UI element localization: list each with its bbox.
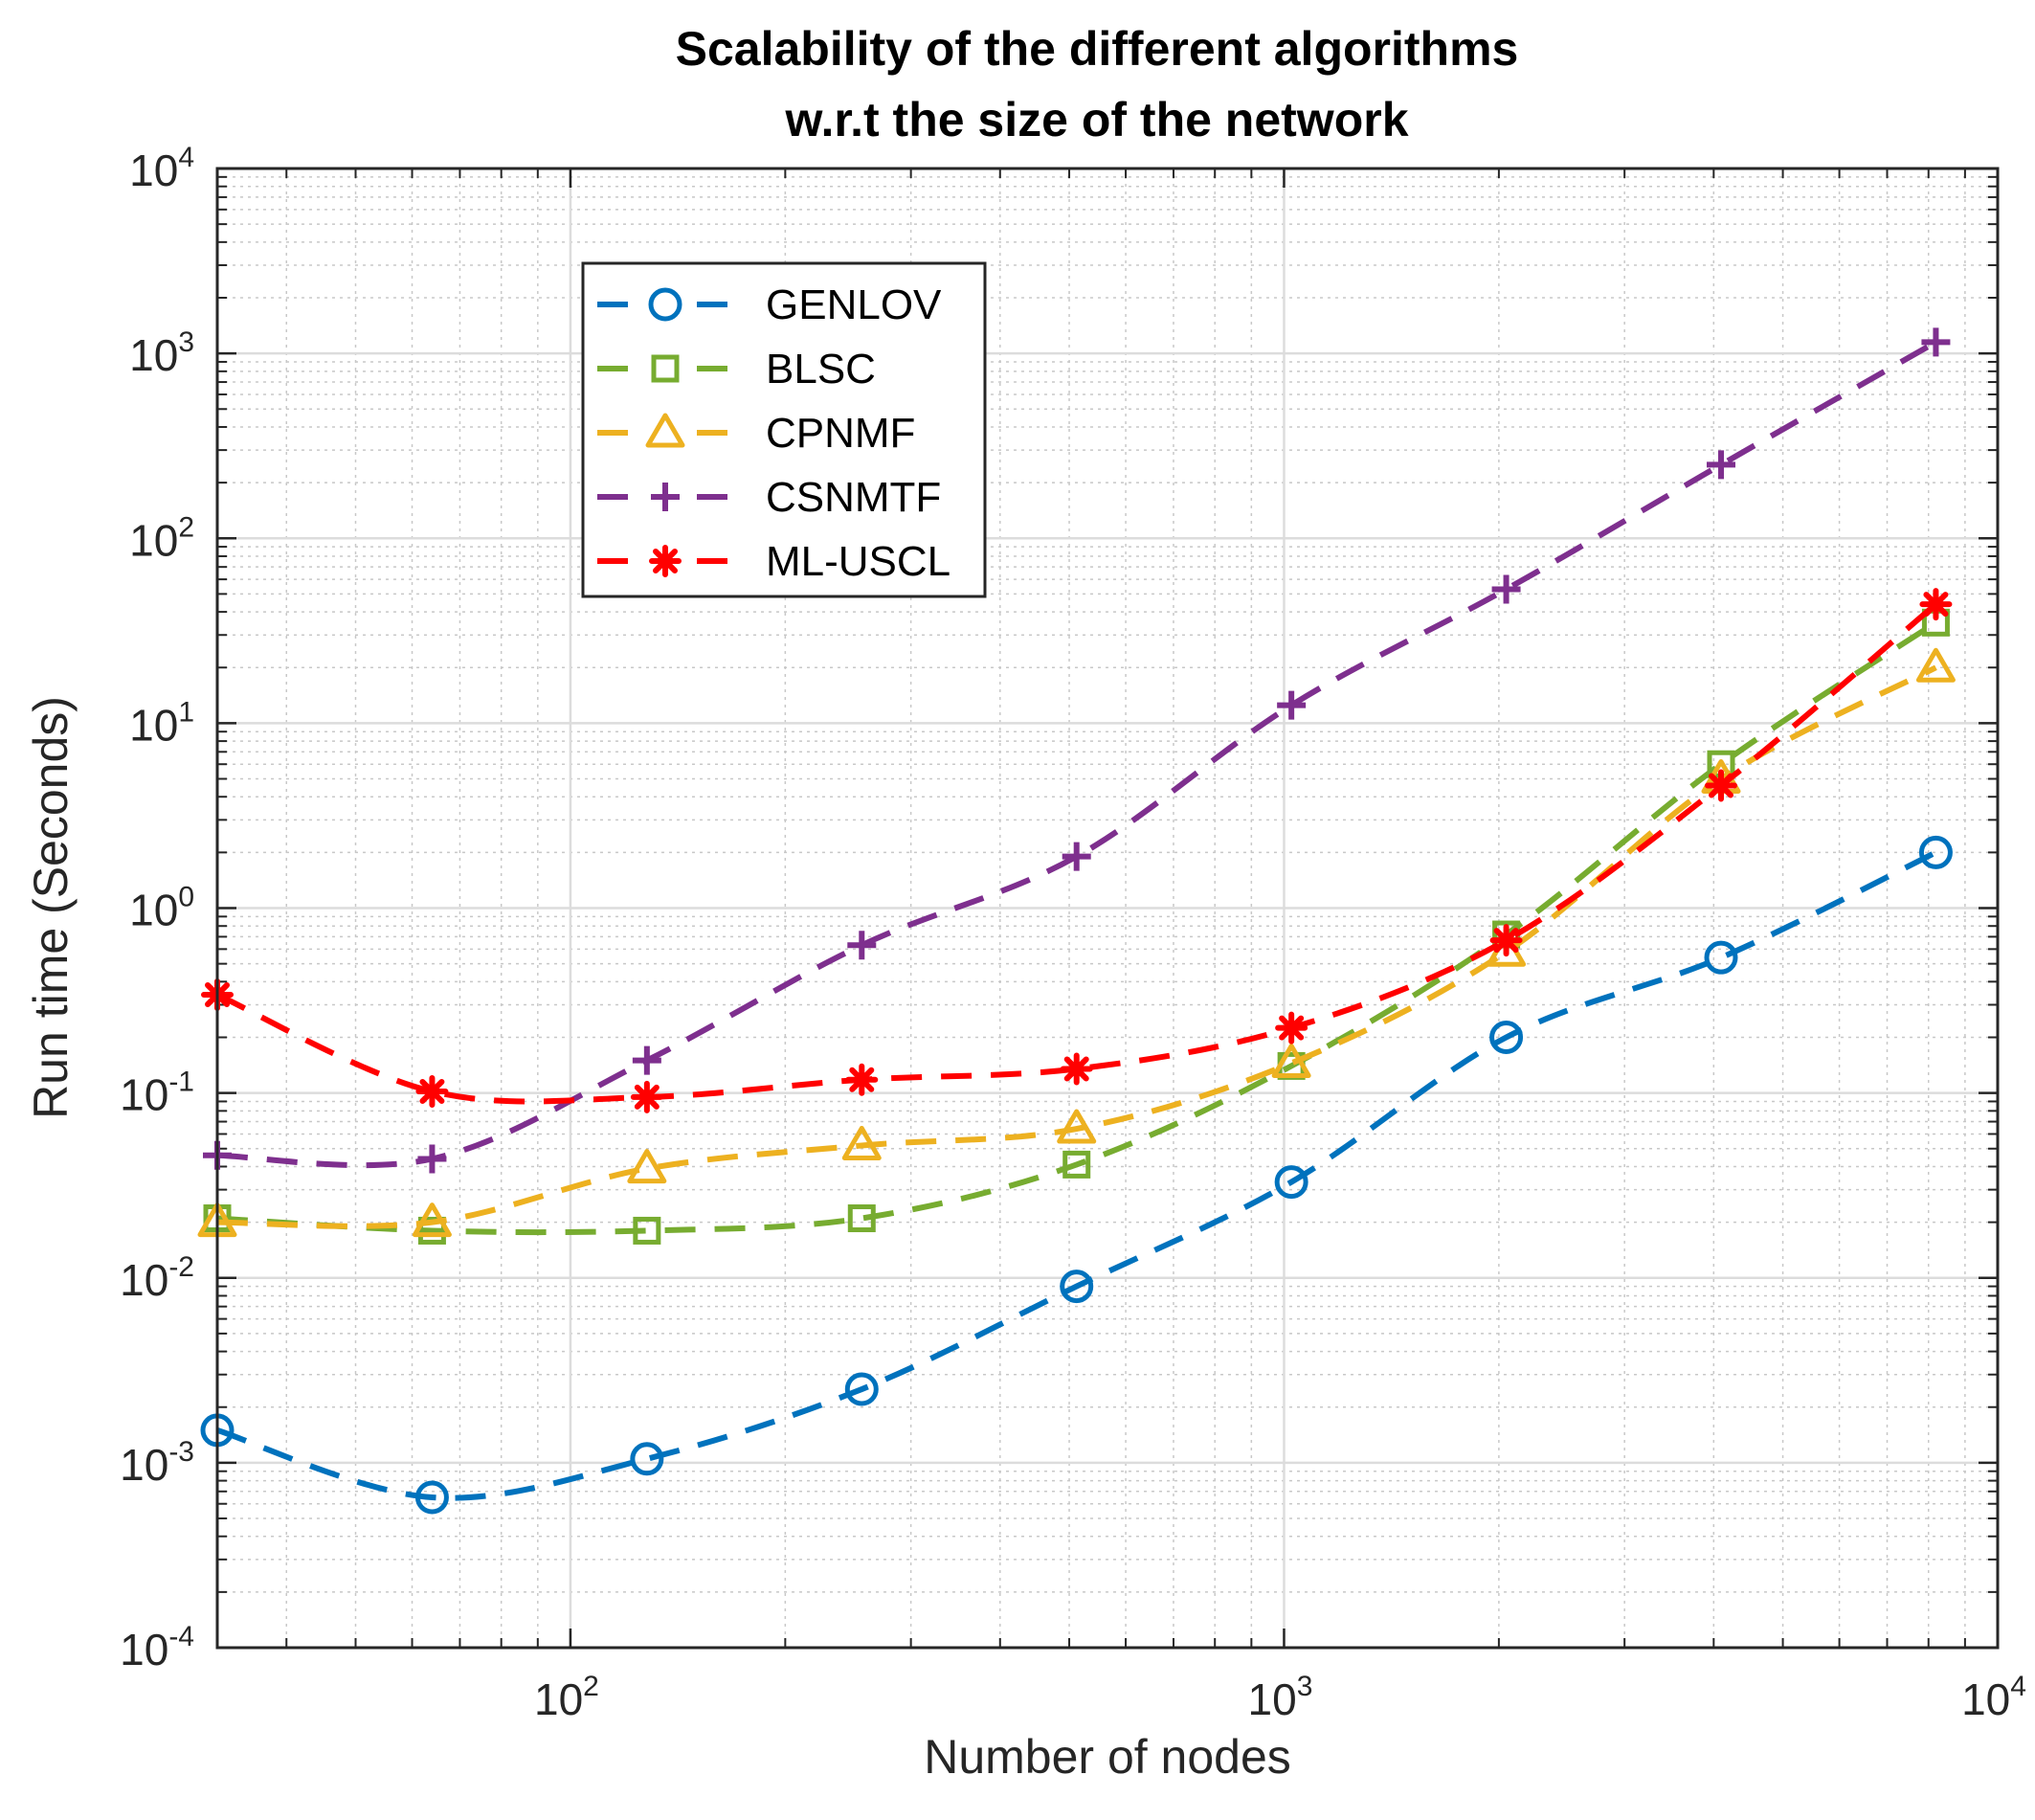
data-point xyxy=(1277,690,1307,720)
y-tick-label: 10-3 xyxy=(120,1436,194,1490)
data-point xyxy=(630,1442,664,1476)
series xyxy=(197,327,1956,1515)
x-tick-label: 102 xyxy=(534,1671,599,1724)
legend-entry-ml-uscl: ML-USCL xyxy=(597,538,950,585)
legend-marker-bg xyxy=(641,348,689,390)
legend-marker xyxy=(649,545,682,577)
legend-marker xyxy=(651,483,680,511)
legend-entry-genlov: GENLOV xyxy=(597,281,942,328)
data-point xyxy=(1062,1150,1091,1179)
legend-label: CPNMF xyxy=(766,410,915,457)
data-point xyxy=(1921,327,1951,357)
data-point xyxy=(847,1204,876,1233)
chart-title-line-2: w.r.t the size of the network xyxy=(784,93,1408,146)
data-point xyxy=(845,1063,879,1096)
legend-entry-csnmtf: CSNMTF xyxy=(597,474,941,521)
data-point xyxy=(1489,1020,1524,1054)
legend-label: ML-USCL xyxy=(766,538,950,585)
data-point xyxy=(1057,1109,1097,1144)
data-point xyxy=(1274,1165,1308,1200)
series-line xyxy=(216,339,1937,1169)
data-point xyxy=(415,1074,449,1108)
chart-title-line-1: Scalability of the different algorithms xyxy=(676,22,1519,76)
y-tick-label: 102 xyxy=(129,511,194,565)
y-tick-label: 100 xyxy=(129,882,194,935)
legend-label: BLSC xyxy=(766,346,876,393)
data-point xyxy=(417,1144,447,1174)
x-tick-label: 103 xyxy=(1248,1671,1313,1724)
y-tick-label: 10-4 xyxy=(120,1621,194,1674)
grid xyxy=(217,169,1998,1648)
data-point xyxy=(844,1372,879,1406)
series-line xyxy=(215,601,1938,1105)
data-point xyxy=(1489,924,1523,957)
legend-label: GENLOV xyxy=(766,281,942,328)
data-point xyxy=(847,931,877,960)
data-point xyxy=(412,1202,452,1238)
y-axis-label: Run time (Seconds) xyxy=(24,696,78,1119)
y-tick-label: 10-1 xyxy=(120,1067,194,1120)
data-point xyxy=(1060,1270,1094,1304)
series-line xyxy=(216,849,1937,1501)
legend-entry-blsc: BLSC xyxy=(597,346,876,393)
data-point xyxy=(1707,450,1735,480)
data-point xyxy=(1915,647,1956,683)
series-line xyxy=(216,619,1938,1236)
series-genlov xyxy=(200,835,1953,1515)
data-point xyxy=(1491,574,1521,604)
legend: GENLOV BLSC CPNMF CSNMTF ML-USCL xyxy=(581,261,987,598)
ticks: 102 103 104 10-4 10-3 10-2 10-1 100 101 102 103 104 xyxy=(120,142,2026,1724)
data-point xyxy=(1060,1052,1093,1086)
y-tick-label: 101 xyxy=(129,696,194,750)
data-point xyxy=(417,1216,446,1245)
plot-frame xyxy=(215,167,2000,1650)
chart-title: Scalability of the different algorithms … xyxy=(676,22,1519,146)
series-line xyxy=(216,664,1937,1229)
legend-marker xyxy=(645,413,685,448)
data-point xyxy=(632,1045,661,1075)
data-point xyxy=(1062,842,1091,871)
data-point xyxy=(1275,1011,1308,1045)
data-point xyxy=(1271,1043,1311,1078)
data-point xyxy=(841,1125,882,1160)
x-axis-label: Number of nodes xyxy=(924,1730,1291,1784)
data-point xyxy=(1918,835,1953,869)
data-point xyxy=(1705,769,1737,802)
data-point xyxy=(627,1149,667,1184)
data-point xyxy=(630,1080,663,1113)
legend-label: CSNMTF xyxy=(766,474,941,521)
y-tick-label: 104 xyxy=(129,142,194,195)
legend-marker xyxy=(648,287,682,322)
data-point xyxy=(414,1480,449,1515)
y-tick-label: 10-2 xyxy=(120,1251,194,1305)
y-tick-label: 103 xyxy=(129,326,194,380)
legend-marker xyxy=(651,354,680,383)
data-point xyxy=(633,1216,661,1245)
data-point xyxy=(1704,940,1738,975)
x-tick-label: 104 xyxy=(1961,1671,2026,1724)
legend-entry-cpnmf: CPNMF xyxy=(597,410,915,457)
data-point xyxy=(1919,588,1953,621)
